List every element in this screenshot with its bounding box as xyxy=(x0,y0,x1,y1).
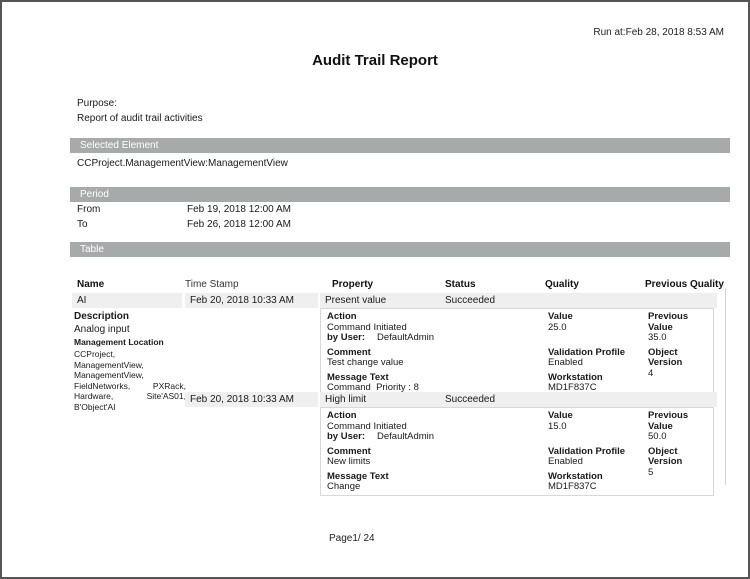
cell-timestamp: Feb 20, 2018 10:33 AM xyxy=(185,392,318,407)
previous-value: 50.0 xyxy=(648,432,713,443)
cell-name: AI xyxy=(72,293,182,308)
cell-property: High limit xyxy=(325,392,366,407)
action-label: Action xyxy=(327,411,542,422)
audit-entry-detail: Action Command Initiated by User:Default… xyxy=(320,308,714,397)
purpose-label: Purpose: xyxy=(77,98,117,109)
cell-status: Succeeded xyxy=(445,293,495,308)
object-version-label: Object Version xyxy=(648,447,713,468)
page-number: Page1/ 24 xyxy=(329,533,375,544)
period-to-value: Feb 26, 2018 12:00 AM xyxy=(187,219,291,230)
previous-value-label: Previous Value xyxy=(648,411,713,432)
by-user-label: by User: xyxy=(327,332,365,343)
column-header-property: Property xyxy=(332,279,373,290)
period-to-label: To xyxy=(77,219,88,230)
column-header-status: Status xyxy=(445,279,476,290)
value-label: Value xyxy=(548,411,643,422)
cell-timestamp: Feb 20, 2018 10:33 AM xyxy=(185,293,318,308)
cell-property: Present value xyxy=(325,293,386,308)
column-header-previous-quality: Previous Quality xyxy=(645,279,724,290)
detail-row-comment: Comment New limits Validation Profile En… xyxy=(321,447,713,468)
audit-trail-report-page: Run at:Feb 28, 2018 8:53 AM Audit Trail … xyxy=(0,0,750,579)
value: 25.0 xyxy=(548,323,643,334)
description-text: Analog input xyxy=(74,324,130,335)
table-right-border xyxy=(725,288,726,485)
value: 15.0 xyxy=(548,422,643,433)
object-version-label: Object Version xyxy=(648,348,713,369)
by-user-value: DefaultAdmin xyxy=(377,332,434,343)
management-location-text: CCProject, ManagementView, ManagementVie… xyxy=(74,349,186,412)
validation-profile-value: Enabled xyxy=(548,457,643,468)
value-label: Value xyxy=(548,312,643,323)
description-label: Description xyxy=(74,311,129,322)
by-user-label: by User: xyxy=(327,431,365,442)
previous-value: 35.0 xyxy=(648,333,713,344)
property-row: Present value Succeeded xyxy=(320,293,717,308)
validation-profile-value: Enabled xyxy=(548,358,643,369)
detail-row-message: Message Text Command Priority : 8 Workst… xyxy=(321,373,713,394)
section-header-table: Table xyxy=(70,242,730,257)
page-title: Audit Trail Report xyxy=(2,52,748,69)
section-header-selected-element: Selected Element xyxy=(70,138,730,153)
column-header-name: Name xyxy=(77,279,104,290)
detail-row-comment: Comment Test change value Validation Pro… xyxy=(321,348,713,369)
detail-row-message: Message Text Change Workstation MD1F837C xyxy=(321,472,713,493)
comment-value: Test change value xyxy=(327,358,542,369)
action-label: Action xyxy=(327,312,542,323)
selected-element-value: CCProject.ManagementView:ManagementView xyxy=(77,158,288,169)
detail-row-action: Action Command Initiated by User:Default… xyxy=(321,312,713,344)
message-text-value: Change xyxy=(327,482,542,493)
property-row: High limit Succeeded xyxy=(320,392,717,407)
purpose-text: Report of audit trail activities xyxy=(77,113,203,124)
run-at-timestamp: Run at:Feb 28, 2018 8:53 AM xyxy=(593,27,724,38)
management-location-label: Management Location xyxy=(74,337,164,347)
cell-status: Succeeded xyxy=(445,392,495,407)
comment-value: New limits xyxy=(327,457,542,468)
section-header-period: Period xyxy=(70,187,730,202)
previous-value-label: Previous Value xyxy=(648,312,713,333)
workstation-value: MD1F837C xyxy=(548,482,643,493)
column-header-quality: Quality xyxy=(545,279,579,290)
period-from-value: Feb 19, 2018 12:00 AM xyxy=(187,204,291,215)
by-user-value: DefaultAdmin xyxy=(377,431,434,442)
column-header-time-stamp: Time Stamp xyxy=(185,279,239,290)
detail-row-action: Action Command Initiated by User:Default… xyxy=(321,411,713,443)
audit-entry-detail: Action Command Initiated by User:Default… xyxy=(320,407,714,496)
period-from-label: From xyxy=(77,204,100,215)
